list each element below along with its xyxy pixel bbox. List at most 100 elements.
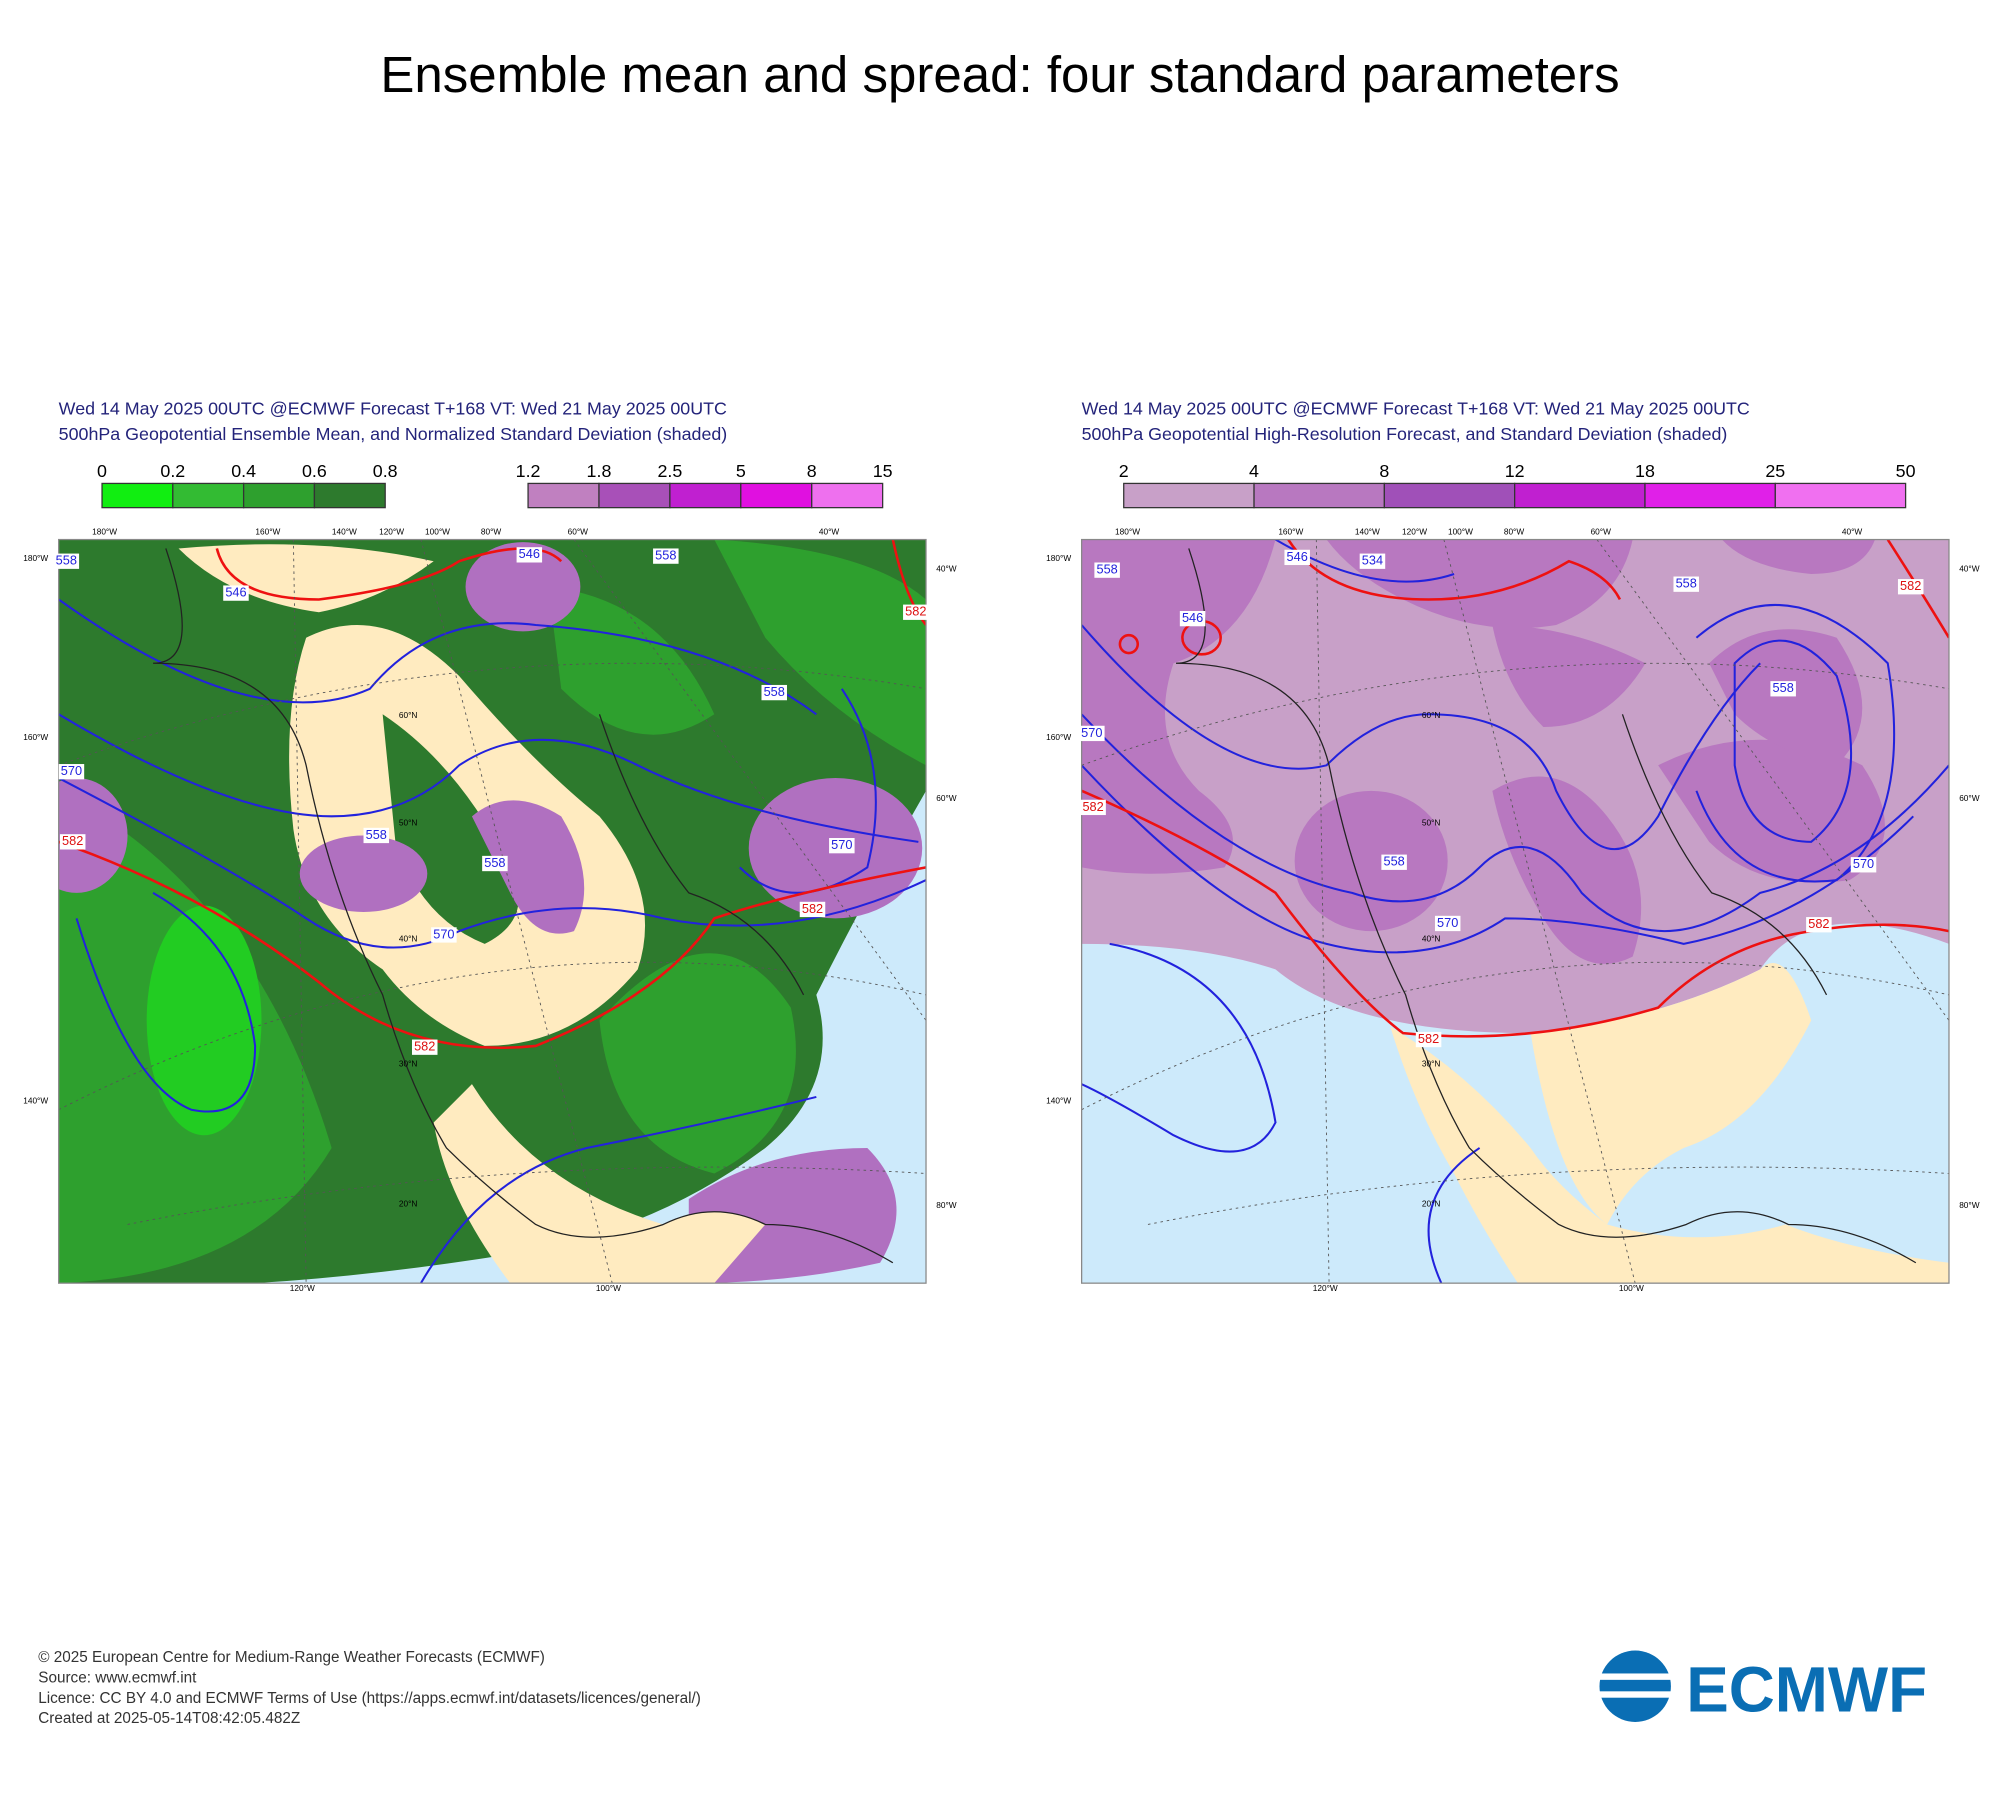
- contour-label: 558: [1097, 562, 1118, 577]
- colorbar-box: [172, 482, 245, 509]
- contour-label: 534: [1362, 553, 1383, 568]
- colorbar-box: [313, 482, 386, 509]
- map-coordinate-label: 80°W: [936, 1200, 957, 1210]
- contour-label-box: [53, 553, 80, 569]
- colorbar-tick-label: 15: [873, 461, 893, 481]
- map-coordinate-label: 40°W: [936, 563, 957, 573]
- map-coordinate-label: 40°W: [1959, 563, 1980, 573]
- footer-line: Licence: CC BY 4.0 and ECMWF Terms of Us…: [38, 1690, 701, 1707]
- contour-label-box: [59, 834, 86, 850]
- map-coordinate-label: 60°N: [1422, 710, 1441, 720]
- contour-label-box: [1079, 725, 1105, 742]
- colorbar-box: [242, 482, 316, 509]
- map-coordinate-label: 120°W: [290, 1283, 315, 1293]
- contour-label-box: [799, 901, 826, 918]
- map-coordinate-label: 180°W: [1046, 553, 1071, 563]
- contour-label: 558: [1773, 680, 1794, 695]
- map-coordinate-label: 50°N: [399, 817, 418, 827]
- colorbar-tick-label: 50: [1896, 461, 1916, 481]
- map-coordinate-label: 80°W: [1504, 526, 1525, 536]
- colorbar-tick-label: 8: [807, 461, 817, 481]
- contour-label-box: [363, 827, 390, 844]
- contour-label-box: [431, 927, 457, 943]
- map-coordinate-label: 80°W: [1959, 1200, 1980, 1210]
- colorbar-box: [1383, 482, 1516, 509]
- contour-label-box: [223, 585, 249, 601]
- map-left: [58, 539, 927, 1284]
- contour-label-box: [1284, 549, 1310, 566]
- contour-label: 546: [225, 584, 246, 599]
- map-coordinate-label: 20°N: [399, 1199, 418, 1209]
- map-coordinate-label: 50°N: [1422, 817, 1441, 827]
- colorbar-tick-label: 0.4: [231, 461, 256, 481]
- contour-label-box: [1359, 553, 1386, 569]
- contour-label-box: [1770, 681, 1796, 697]
- map-coordinate-label: 120°W: [1402, 526, 1427, 536]
- contour-label: 558: [1676, 576, 1697, 591]
- panel-header: Wed 14 May 2025 00UTC @ECMWF Forecast T+…: [1082, 399, 1750, 419]
- map-frame: [1080, 538, 1950, 1284]
- map-coordinate-label: 60°W: [1959, 793, 1980, 803]
- colorbar-box: [1123, 482, 1255, 509]
- contour-label-box: [653, 548, 679, 564]
- map-coordinate-label: 60°W: [936, 793, 957, 803]
- colorbar-box: [811, 482, 884, 509]
- colorbar-box: [1514, 482, 1646, 509]
- colorbar-tick-label: 0.6: [302, 461, 327, 481]
- contour-label-box: [761, 684, 787, 701]
- contour-label: 558: [366, 827, 387, 842]
- colorbar-tick-label: 1.8: [587, 461, 612, 481]
- map-coordinate-label: 180°W: [1115, 526, 1140, 536]
- colorbar-tick-label: 12: [1505, 461, 1525, 481]
- contour-label-box: [903, 604, 929, 620]
- logo-text: ECMWF: [1686, 1654, 1927, 1726]
- map-coordinate-label: 120°W: [379, 526, 404, 536]
- map-coordinate-label: 100°W: [425, 526, 450, 536]
- colorbar-tick-label: 5: [736, 461, 746, 481]
- map-coordinate-label: 60°W: [1591, 526, 1612, 536]
- map-coordinate-label: 180°W: [92, 526, 117, 536]
- map-coordinate-label: 160°W: [23, 732, 48, 742]
- contour-label-box: [1673, 576, 1699, 592]
- map-coordinate-label: 80°W: [481, 526, 502, 536]
- contour-label-box: [1381, 854, 1407, 870]
- colorbar-tick-label: 2.5: [657, 461, 682, 481]
- contour-label: 582: [802, 901, 823, 916]
- colorbar-box: [101, 482, 174, 509]
- map-coordinate-label: 160°W: [1046, 732, 1071, 742]
- contour-label-box: [1897, 579, 1924, 595]
- map-coordinate-label: 40°N: [1422, 933, 1441, 943]
- contour-label: 570: [433, 926, 454, 941]
- map-coordinate-label: 100°W: [1448, 526, 1473, 536]
- map-coordinate-label: 100°W: [1619, 1283, 1644, 1293]
- contour-label: 558: [655, 547, 676, 562]
- contour-label: 558: [56, 553, 77, 568]
- contour-label: 546: [1182, 610, 1203, 625]
- contour-label-box: [1850, 857, 1877, 873]
- colorbar-box: [1774, 482, 1907, 509]
- map-coordinate-label: 180°W: [23, 553, 48, 563]
- contour-label: 582: [1082, 799, 1103, 814]
- map-coordinate-label: 120°W: [1313, 1283, 1338, 1293]
- map-coordinate-label: 40°W: [1842, 526, 1863, 536]
- contour-label-box: [1434, 915, 1461, 932]
- map-coordinate-label: 30°N: [1422, 1058, 1441, 1068]
- logo: ECMWF: [1589, 1650, 1927, 1726]
- map-coordinate-label: 40°W: [819, 526, 840, 536]
- map-coordinate-label: 20°N: [1422, 1199, 1441, 1209]
- contour-label: 558: [484, 855, 505, 870]
- panel-header: 500hPa Geopotential High-Resolution Fore…: [1082, 424, 1728, 444]
- colorbar-box: [527, 482, 600, 509]
- colorbar-tick-label: 2: [1119, 461, 1129, 481]
- footer-line: Created at 2025-05-14T08:42:05.482Z: [38, 1710, 300, 1727]
- map-coordinate-label: 100°W: [596, 1283, 621, 1293]
- colorbar-tick-label: 25: [1765, 461, 1785, 481]
- colorbar-tick-label: 4: [1249, 461, 1259, 481]
- colorbar-tick-label: 8: [1379, 461, 1389, 481]
- contour-label: 558: [1383, 854, 1404, 869]
- map-coordinate-label: 140°W: [1046, 1095, 1071, 1105]
- contour-label-box: [516, 547, 543, 563]
- map-coordinate-label: 60°N: [399, 710, 418, 720]
- footer-line: © 2025 European Centre for Medium-Range …: [38, 1649, 545, 1666]
- map-coordinate-label: 60°W: [568, 526, 589, 536]
